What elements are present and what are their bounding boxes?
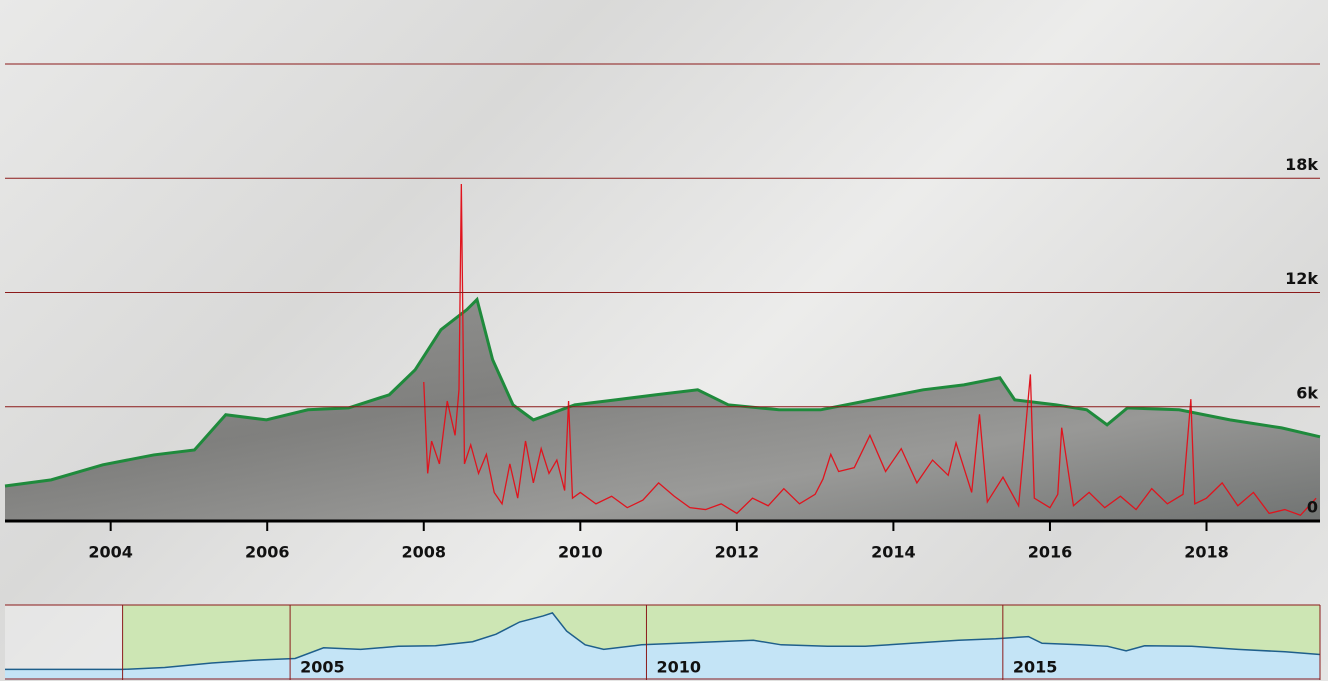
chart: 0 6k 12k 18k 2004 2006 2008 2010 2012 2014 2016 201… xyxy=(0,0,1328,681)
x-tick-label: 2018 xyxy=(1184,543,1229,562)
x-tick-label: 2004 xyxy=(88,543,133,562)
y-tick-label: 12k xyxy=(1285,269,1318,288)
x-tick-label: 2006 xyxy=(245,543,290,562)
navigator-tick-label: 2015 xyxy=(1013,658,1058,677)
x-tick-label: 2014 xyxy=(871,543,916,562)
y-tick-label: 18k xyxy=(1285,155,1318,174)
navigator-tick-label: 2005 xyxy=(300,658,345,677)
x-tick-label: 2008 xyxy=(401,543,446,562)
page: {"chart_data": [ {"type": "area", "xlim"… xyxy=(0,0,1328,681)
x-tick-label: 2010 xyxy=(558,543,603,562)
y-tick-label: 6k xyxy=(1296,383,1318,402)
x-tick-label: 2016 xyxy=(1028,543,1073,562)
x-tick-label: 2012 xyxy=(715,543,760,562)
navigator-tick-label: 2010 xyxy=(656,658,701,677)
y-tick-label: 0 xyxy=(1307,498,1318,517)
